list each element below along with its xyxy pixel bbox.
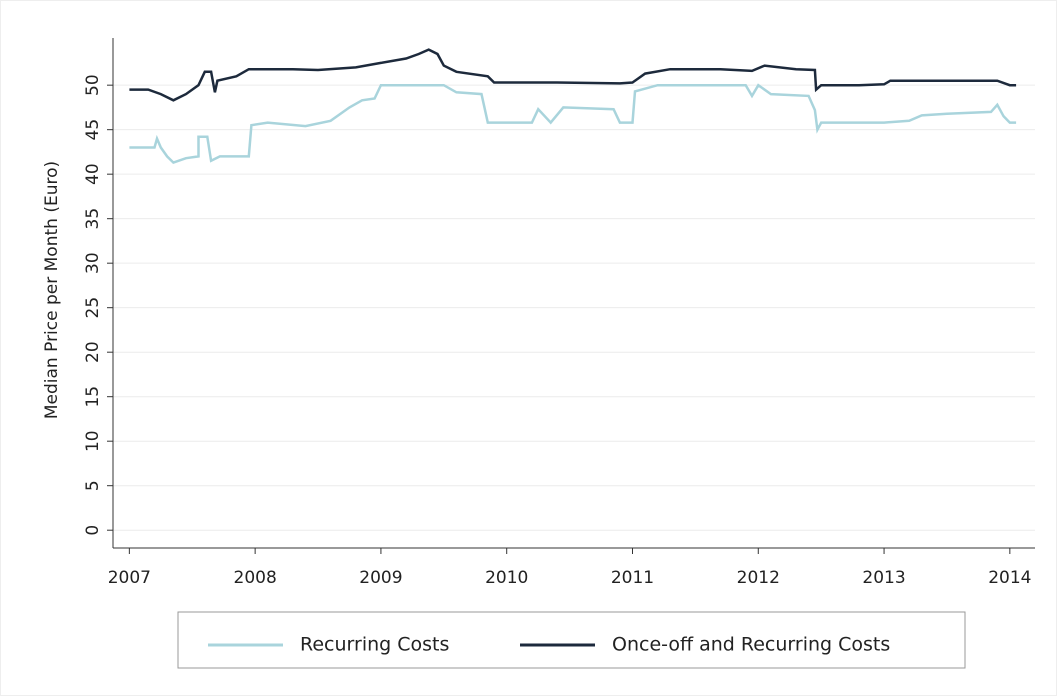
y-tick-label: 10 bbox=[83, 430, 103, 452]
legend-box bbox=[177, 611, 966, 669]
x-tick-label: 2012 bbox=[737, 568, 780, 588]
x-tick-label: 2009 bbox=[359, 568, 402, 588]
series-line bbox=[129, 83, 1017, 165]
legend-label: Once-off and Recurring Costs bbox=[612, 634, 890, 656]
y-tick-label: 35 bbox=[83, 208, 103, 230]
legend-label: Recurring Costs bbox=[300, 634, 449, 656]
y-tick-label: 50 bbox=[83, 74, 103, 96]
y-tick-label: 15 bbox=[83, 386, 103, 408]
x-tick-label: 2007 bbox=[108, 568, 151, 588]
x-tick-label: 2013 bbox=[862, 568, 905, 588]
y-tick-label: 40 bbox=[83, 163, 103, 185]
x-tick-label: 2014 bbox=[988, 568, 1031, 588]
y-tick-label: 0 bbox=[83, 525, 103, 536]
y-tick-label: 45 bbox=[83, 119, 103, 141]
x-tick-label: 2010 bbox=[485, 568, 528, 588]
y-tick-label: 30 bbox=[83, 252, 103, 274]
x-tick-label: 2011 bbox=[611, 568, 654, 588]
y-tick-label: 25 bbox=[83, 297, 103, 319]
y-tick-label: 20 bbox=[83, 341, 103, 363]
y-axis-label: Median Price per Month (Euro) bbox=[42, 161, 62, 419]
y-tick-label: 5 bbox=[83, 480, 103, 491]
x-tick-label: 2008 bbox=[234, 568, 277, 588]
series-line bbox=[129, 48, 1017, 102]
